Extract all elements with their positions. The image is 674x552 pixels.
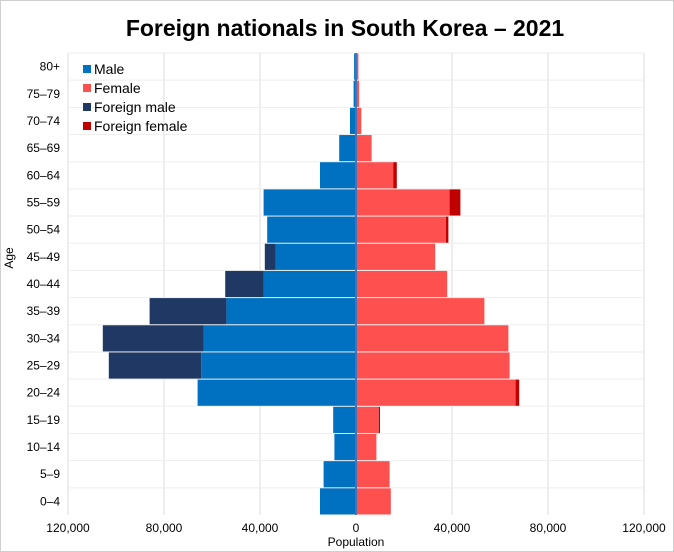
bar-male	[333, 406, 356, 433]
bar-female	[356, 379, 516, 406]
legend-label: Foreign male	[94, 99, 176, 115]
x-tick-label: 40,000	[242, 521, 279, 535]
legend-label: Male	[94, 61, 125, 77]
y-tick-label: 20–24	[27, 386, 61, 400]
bar-male	[323, 461, 356, 488]
bar-female	[356, 298, 485, 325]
bar-foreign-male	[149, 298, 227, 325]
bar-female	[356, 243, 436, 270]
bar-male	[275, 243, 356, 270]
bar-female	[356, 107, 362, 135]
x-tick-label: 0	[353, 521, 360, 535]
x-tick-label: 40,000	[434, 521, 471, 535]
y-tick-label: 10–14	[27, 440, 61, 454]
bar-layer	[102, 53, 520, 515]
x-tick-label: 80,000	[146, 521, 183, 535]
y-tick-label: 5–9	[40, 467, 60, 481]
legend-label: Female	[94, 80, 141, 96]
bar-male	[197, 379, 356, 406]
y-tick-label: 40–44	[27, 277, 61, 291]
bar-male	[353, 80, 356, 107]
bar-male	[226, 298, 356, 325]
bar-male	[263, 189, 356, 216]
bar-female	[356, 53, 359, 80]
y-tick-label: 25–29	[27, 359, 61, 373]
bar-female	[356, 80, 360, 107]
bar-foreign-female	[446, 216, 449, 243]
y-tick-label: 60–64	[27, 168, 61, 182]
bar-male	[201, 352, 356, 379]
y-tick-label: 30–34	[27, 331, 61, 345]
bar-female	[356, 325, 509, 352]
bar-foreign-female	[393, 162, 397, 189]
x-tick-label: 120,000	[622, 521, 666, 535]
y-tick-label: 65–69	[27, 141, 61, 155]
y-tick-label: 75–79	[27, 87, 61, 101]
bar-female	[356, 270, 448, 298]
bar-foreign-female	[378, 406, 380, 433]
bar-female	[356, 488, 391, 515]
x-tick-label: 120,000	[46, 521, 90, 535]
x-tick-label: 80,000	[530, 521, 567, 535]
bar-foreign-female	[449, 189, 461, 216]
y-tick-label: 70–74	[27, 114, 61, 128]
bar-female	[356, 433, 377, 461]
bar-female	[356, 189, 450, 216]
bar-foreign-male	[225, 270, 264, 298]
bar-male	[263, 270, 356, 298]
bar-female	[356, 162, 394, 189]
bar-foreign-male	[264, 243, 276, 270]
bar-foreign-female	[515, 379, 520, 406]
bar-male	[339, 135, 356, 162]
bar-male	[203, 325, 356, 352]
bar-female	[356, 216, 446, 243]
y-tick-label: 55–59	[27, 195, 61, 209]
y-tick-label: 15–19	[27, 413, 61, 427]
y-tick-label: 80+	[40, 60, 60, 74]
legend-swatch	[83, 103, 91, 111]
bar-female	[356, 406, 379, 433]
y-tick-label: 45–49	[27, 250, 61, 264]
label-layer: 120,000 80,000 40,000 0 40,000 80,000 120,000 0…	[27, 60, 666, 535]
y-axis-title: Age	[2, 247, 16, 269]
y-tick-label: 35–39	[27, 304, 61, 318]
legend-swatch	[83, 84, 91, 92]
y-tick-label: 50–54	[27, 223, 61, 237]
legend-label: Foreign female	[94, 118, 188, 134]
legend: Male Female Foreign male Foreign female	[83, 61, 188, 134]
bar-male	[320, 162, 356, 189]
bar-male	[334, 433, 356, 461]
bar-female	[356, 352, 510, 379]
legend-swatch	[83, 122, 91, 130]
bar-male	[350, 107, 356, 135]
chart-title: Foreign nationals in South Korea – 2021	[126, 15, 565, 41]
legend-swatch	[83, 65, 91, 73]
bar-foreign-male	[108, 352, 202, 379]
bar-foreign-male	[102, 325, 204, 352]
bar-male	[267, 216, 356, 243]
bar-male	[320, 488, 356, 515]
x-axis-title: Population	[328, 535, 385, 549]
bar-female	[356, 461, 390, 488]
y-tick-label: 0–4	[40, 494, 60, 508]
bar-female	[356, 135, 372, 162]
